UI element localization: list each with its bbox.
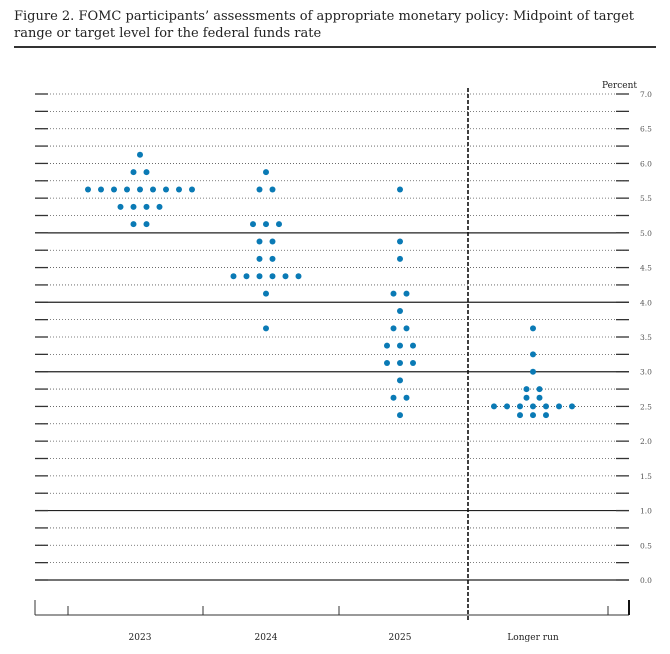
dot-longer-run — [523, 386, 530, 393]
x-tick-label: 2025 — [389, 633, 412, 643]
dot-2024 — [269, 255, 276, 262]
y-tick-label: 1.5 — [640, 472, 652, 481]
dot-2023 — [163, 186, 169, 193]
dot-2023 — [130, 221, 137, 228]
dot-longer-run — [517, 403, 523, 410]
y-tick-label: 2.0 — [640, 437, 652, 446]
dot-2025 — [397, 307, 403, 314]
dot-longer-run — [543, 412, 549, 419]
dot-2025 — [397, 255, 403, 262]
dot-2024 — [263, 221, 269, 228]
dot-2025 — [410, 360, 416, 367]
dot-2023 — [111, 186, 117, 193]
dot-2024 — [282, 273, 289, 280]
dot-longer-run — [517, 412, 523, 419]
dot-2024 — [256, 238, 263, 245]
dot-2025 — [397, 377, 403, 384]
dot-2024 — [230, 273, 237, 280]
x-tick-label: 2023 — [129, 633, 152, 643]
dot-longer-run — [530, 351, 536, 358]
dot-2024 — [276, 221, 282, 228]
dot-2025 — [397, 186, 403, 193]
dot-2024 — [295, 273, 302, 280]
dot-2023 — [137, 186, 143, 193]
y-tick-label: 4.0 — [640, 298, 652, 307]
dot-2024 — [269, 186, 276, 193]
dot-longer-run — [543, 403, 549, 410]
y-tick-label: 5.0 — [640, 229, 652, 238]
y-axis-label: Percent — [602, 81, 637, 91]
dot-2025 — [397, 412, 403, 419]
dot-longer-run — [523, 394, 530, 401]
y-tick-label: 0.0 — [640, 576, 652, 585]
title-rule — [14, 46, 656, 48]
dot-2023 — [137, 151, 143, 158]
dot-2025 — [410, 342, 416, 349]
dot-longer-run — [504, 403, 510, 410]
dot-2024 — [269, 238, 276, 245]
y-tick-label: 2.5 — [640, 402, 652, 411]
dot-2024 — [256, 255, 263, 262]
dot-2024 — [263, 169, 269, 176]
x-tick-label: Longer run — [507, 633, 559, 643]
figure-title: Figure 2. FOMC participants’ assessments… — [14, 9, 634, 41]
dot-2025 — [384, 360, 390, 367]
dot-2023 — [176, 186, 182, 193]
dot-2023 — [150, 186, 156, 193]
y-tick-label: 0.5 — [640, 541, 652, 550]
dot-2023 — [124, 186, 130, 193]
dot-2024 — [263, 325, 269, 332]
dot-2025 — [403, 290, 410, 297]
dot-2023 — [143, 203, 150, 210]
y-tick-label: 7.0 — [640, 90, 652, 99]
y-tick-label: 3.0 — [640, 368, 652, 377]
dot-longer-run — [530, 325, 536, 332]
dot-longer-run — [491, 403, 497, 410]
dot-2023 — [189, 186, 195, 193]
dot-2024 — [263, 290, 269, 297]
y-tick-label: 6.5 — [640, 125, 652, 134]
dot-2024 — [256, 273, 263, 280]
dot-2025 — [403, 325, 410, 332]
dot-2023 — [130, 203, 137, 210]
y-tick-label: 1.0 — [640, 507, 652, 516]
dot-longer-run — [530, 403, 536, 410]
dot-2023 — [156, 203, 163, 210]
dot-2024 — [256, 186, 263, 193]
y-tick-label: 3.5 — [640, 333, 652, 342]
dot-longer-run — [530, 412, 536, 419]
dot-2025 — [397, 342, 403, 349]
dot-2023 — [143, 221, 150, 228]
dot-2023 — [143, 169, 150, 176]
dot-2024 — [269, 273, 276, 280]
dot-2025 — [390, 325, 397, 332]
y-tick-label: 5.5 — [640, 194, 652, 203]
dot-2025 — [390, 394, 397, 401]
y-tick-label: 6.0 — [640, 159, 652, 168]
dot-2025 — [403, 394, 410, 401]
dot-2025 — [397, 360, 403, 367]
dot-2023 — [85, 186, 91, 193]
dot-2024 — [243, 273, 250, 280]
dot-2024 — [250, 221, 256, 228]
dot-longer-run — [569, 403, 575, 410]
dot-2023 — [117, 203, 124, 210]
dot-2025 — [390, 290, 397, 297]
dot-longer-run — [536, 394, 543, 401]
dot-2025 — [384, 342, 390, 349]
y-tick-label: 4.5 — [640, 264, 652, 273]
dot-longer-run — [530, 368, 536, 375]
dot-longer-run — [536, 386, 543, 393]
dot-2025 — [397, 238, 403, 245]
dot-longer-run — [556, 403, 562, 410]
dot-2023 — [98, 186, 104, 193]
x-tick-label: 2024 — [255, 633, 278, 643]
dot-2023 — [130, 169, 137, 176]
